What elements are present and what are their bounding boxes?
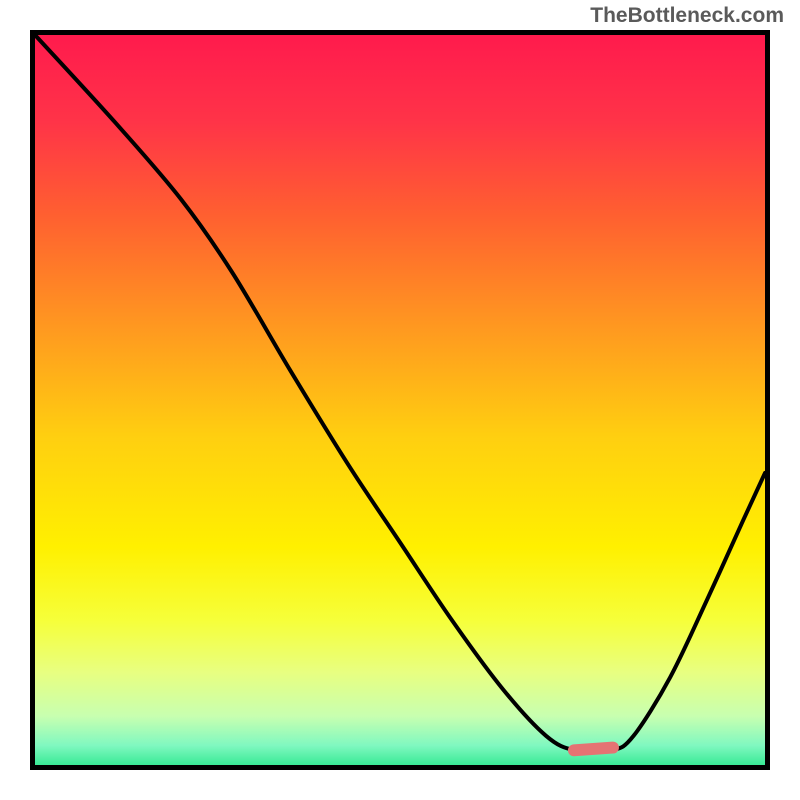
bottleneck-chart: [0, 0, 800, 800]
gradient-background: [33, 33, 768, 768]
chart-container: TheBottleneck.com: [0, 0, 800, 800]
watermark-text: TheBottleneck.com: [590, 4, 784, 28]
